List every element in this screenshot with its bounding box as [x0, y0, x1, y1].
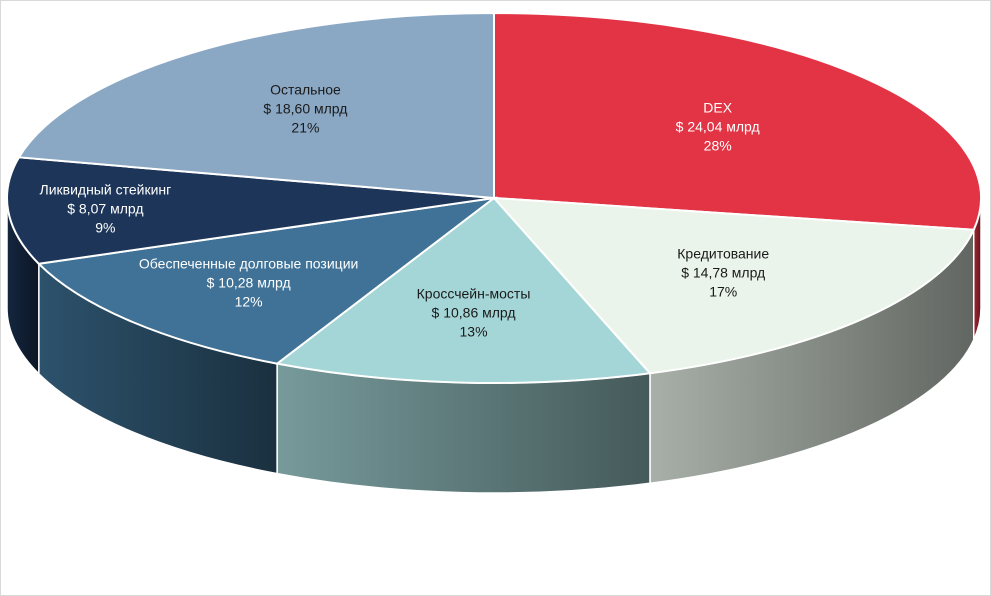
pie-slices: [6, 11, 982, 384]
slice-3-value-label: $ 10,28 млрд: [207, 274, 291, 290]
slice-5-label: Остальное $ 18,60 млрд 21%: [263, 81, 347, 135]
slice-0-value-label: $ 24,04 млрд: [676, 119, 760, 135]
slice-1-value-label: $ 14,78 млрд: [681, 265, 765, 281]
slice-3-name-label: Обеспеченные долговые позиции: [139, 255, 358, 271]
slice-3: [36, 196, 498, 365]
slice-1-label: Кредитование $ 14,78 млрд 17%: [677, 246, 769, 300]
slice-1-percent-label: 17%: [709, 284, 737, 300]
slice-1: [491, 196, 976, 375]
slice-0-percent-label: 28%: [704, 138, 732, 154]
slice-4-label: Ликвидный стейкинг $ 8,07 млрд 9%: [40, 181, 172, 235]
pie-labels: DEX $ 24,04 млрд 28% Кредитование $ 14,78 мл…: [40, 81, 770, 339]
slice-2-name-label: Кроссчейн-мосты: [417, 285, 531, 301]
slice-0-label: DEX $ 24,04 млрд 28%: [676, 100, 760, 154]
slice-5-percent-label: 21%: [291, 119, 319, 135]
slice-0-name-label: DEX: [703, 100, 732, 116]
slice-2-percent-label: 13%: [460, 323, 488, 339]
slice-3-label: Обеспеченные долговые позиции $ 10,28 млр…: [139, 255, 358, 309]
slice-2-label: Кроссчейн-мосты $ 10,86 млрд 13%: [417, 285, 531, 339]
slice-4-value-label: $ 8,07 млрд: [67, 200, 143, 216]
slice-5: [17, 11, 495, 200]
pie-sides: [6, 197, 982, 494]
slice-5-value-label: $ 18,60 млрд: [263, 100, 347, 116]
slice-2: [274, 196, 652, 384]
slice-4: [6, 156, 495, 265]
slice-2-value-label: $ 10,86 млрд: [432, 304, 516, 320]
slice-5-name-label: Остальное: [270, 81, 341, 97]
slice-4-name-label: Ликвидный стейкинг: [40, 181, 172, 197]
slice-3-percent-label: 12%: [235, 293, 263, 309]
slice-1-name-label: Кредитование: [677, 246, 769, 262]
slice-0: [493, 11, 982, 231]
slice-4-percent-label: 9%: [95, 219, 115, 235]
